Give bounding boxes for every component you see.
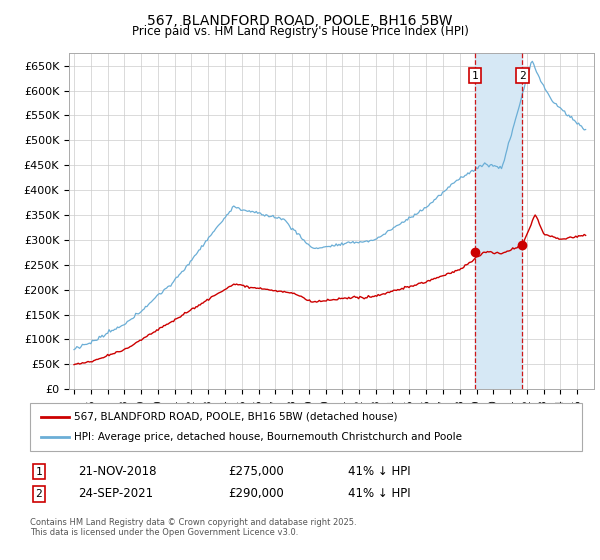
Text: 41% ↓ HPI: 41% ↓ HPI <box>348 465 410 478</box>
Text: 21-NOV-2018: 21-NOV-2018 <box>78 465 157 478</box>
Text: 2: 2 <box>519 71 526 81</box>
Text: 24-SEP-2021: 24-SEP-2021 <box>78 487 153 501</box>
Text: 2: 2 <box>35 489 43 499</box>
FancyBboxPatch shape <box>30 403 582 451</box>
Bar <box>475 53 523 389</box>
Text: Contains HM Land Registry data © Crown copyright and database right 2025.
This d: Contains HM Land Registry data © Crown c… <box>30 518 356 538</box>
Text: 1: 1 <box>35 466 43 477</box>
Text: 567, BLANDFORD ROAD, POOLE, BH16 5BW (detached house): 567, BLANDFORD ROAD, POOLE, BH16 5BW (de… <box>74 412 398 422</box>
Text: HPI: Average price, detached house, Bournemouth Christchurch and Poole: HPI: Average price, detached house, Bour… <box>74 432 462 442</box>
Text: 567, BLANDFORD ROAD, POOLE, BH16 5BW: 567, BLANDFORD ROAD, POOLE, BH16 5BW <box>147 14 453 28</box>
Text: £275,000: £275,000 <box>228 465 284 478</box>
Text: £290,000: £290,000 <box>228 487 284 501</box>
Text: 1: 1 <box>472 71 478 81</box>
Text: 41% ↓ HPI: 41% ↓ HPI <box>348 487 410 501</box>
Text: Price paid vs. HM Land Registry's House Price Index (HPI): Price paid vs. HM Land Registry's House … <box>131 25 469 38</box>
